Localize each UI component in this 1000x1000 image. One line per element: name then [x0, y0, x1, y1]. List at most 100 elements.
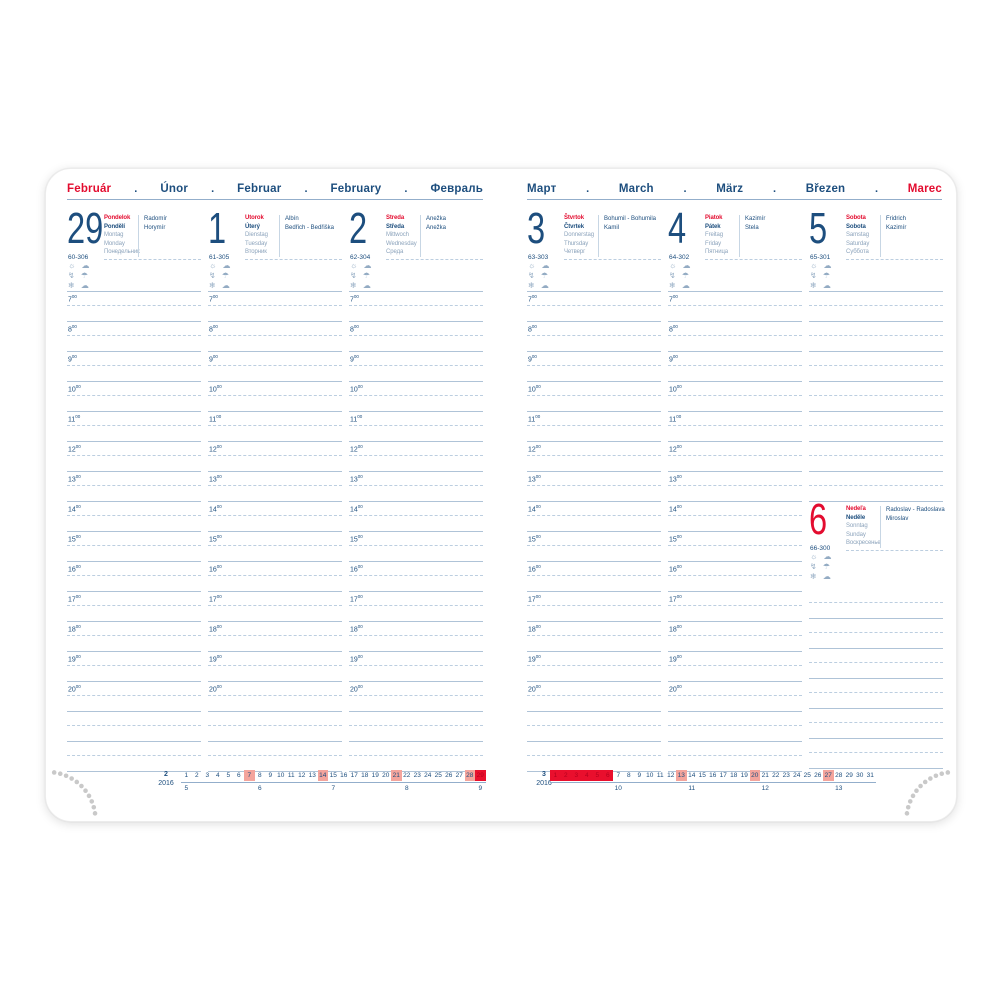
vertical-divider	[880, 506, 881, 548]
nameday: Kamil	[604, 225, 620, 231]
half-hour-rule	[349, 305, 483, 306]
planner-page-left: Február. Únor. Februar. February. Февраль 29…	[67, 169, 486, 821]
half-hour-rule	[67, 365, 201, 366]
hour-row: 1200	[349, 442, 483, 472]
half-hour-rule	[208, 575, 342, 576]
nameday: Fridrich	[886, 216, 907, 222]
weather-icons: ☼ ☁ ↯ ☂ ❄ ☁	[68, 261, 92, 291]
calendar-day: 25	[803, 772, 811, 779]
hour-row: 1800	[527, 622, 661, 652]
nameday: Radoslav - Radoslava	[886, 507, 945, 513]
hour-row: 2000	[208, 682, 342, 712]
writing-row	[809, 442, 943, 472]
planner-page-right: Март. March. März. Březen. Marec 3 63-303 Štvr…	[527, 169, 945, 821]
hour-row: 1100	[67, 412, 201, 442]
calendar-month-label: 3 2016	[529, 770, 559, 788]
calendar-day: 14	[688, 772, 696, 779]
half-hour-rule	[809, 395, 943, 396]
calendar-day: 28	[835, 772, 843, 779]
hour-row: 1800	[208, 622, 342, 652]
hour-row: 1300	[668, 472, 802, 502]
nameday: Bedřich - Bedřiška	[285, 225, 335, 231]
day-name: Piatok	[705, 215, 723, 221]
calendar-day: 2	[194, 772, 199, 779]
vertical-divider	[739, 215, 740, 257]
calendar-day: 18	[730, 772, 738, 779]
day-name: Friday	[705, 240, 722, 247]
hour-label: 1200	[669, 444, 682, 454]
lightning-and-rain-cloud-icons: ↯ ☂	[209, 271, 232, 280]
half-hour-rule	[527, 425, 661, 426]
hour-label: 900	[669, 354, 678, 364]
half-hour-rule	[349, 545, 483, 546]
hour-row: 1000	[668, 382, 802, 412]
vertical-divider	[279, 215, 280, 257]
half-hour-rule	[208, 545, 342, 546]
hour-label: 1500	[68, 534, 81, 544]
week-number: 11	[688, 785, 696, 792]
month-name: Februar	[237, 183, 282, 195]
day-name: Streda	[386, 215, 405, 221]
writing-row	[809, 322, 943, 352]
day-name-list: Sobota Sobota Samstag Saturday Суббота	[846, 214, 879, 257]
half-hour-rule	[208, 695, 342, 696]
snowflake-and-wind-cloud-icons: ❄ ☁	[669, 281, 692, 290]
day-header: 4 64-302 Piatok Pátek Freitag Friday Пятница Ka…	[668, 207, 802, 291]
day-number: 1	[208, 204, 227, 253]
half-hour-rule	[67, 395, 201, 396]
day-header: 6 66-300 Nedeľa Neděle Sonntag Sunday Воскресе…	[809, 498, 945, 589]
week-number: 10	[614, 785, 622, 792]
month-header: Март. March. März. Březen. Marec	[527, 183, 942, 200]
half-hour-rule	[349, 485, 483, 486]
hour-row: 1800	[349, 622, 483, 652]
hour-row: 1000	[349, 382, 483, 412]
hour-row: 1000	[208, 382, 342, 412]
schedule-rows: 700 800 900 1000 1100 1200 1300 1400 1500 1600 170…	[668, 291, 802, 772]
day-header: 5 65-301 Sobota Sobota Samstag Saturday Суббот…	[809, 207, 943, 291]
calendar-day: 23	[413, 772, 421, 779]
writing-row	[67, 712, 201, 742]
day-name: Воскресенье	[846, 540, 881, 547]
half-hour-rule	[527, 395, 661, 396]
hour-row: 1500	[208, 532, 342, 562]
hour-row: 1800	[668, 622, 802, 652]
day-name: Montag	[104, 232, 124, 239]
half-hour-rule	[208, 755, 342, 756]
nameday-list: Kazimír Stela	[745, 215, 802, 233]
calendar-month: 3	[542, 771, 546, 778]
half-hour-rule	[527, 305, 661, 306]
hour-row: 1900	[527, 652, 661, 682]
hour-label: 700	[68, 294, 77, 304]
half-hour-rule	[809, 455, 943, 456]
half-hour-rule	[668, 335, 802, 336]
snowflake-and-wind-cloud-icons: ❄ ☁	[209, 281, 232, 290]
calendar-week-numbers: 10 11 12 13	[550, 785, 876, 795]
writing-row	[349, 742, 483, 772]
half-hour-rule	[527, 335, 661, 336]
half-hour-rule	[67, 635, 201, 636]
hour-label: 1200	[68, 444, 81, 454]
hour-label: 2000	[209, 684, 222, 694]
half-hour-rule	[527, 635, 661, 636]
nameday: Bohumil - Bohumila	[604, 216, 657, 222]
hour-row: 1400	[527, 502, 661, 532]
dashed-rule	[564, 259, 661, 260]
half-hour-rule	[668, 485, 802, 486]
hour-row: 900	[67, 352, 201, 382]
writing-row	[527, 742, 661, 772]
half-hour-rule	[527, 545, 661, 546]
hour-row: 1200	[668, 442, 802, 472]
nameday-list: Radomír Horymír	[144, 215, 201, 233]
day-name: Utorok	[245, 215, 264, 221]
calendar-day: 11	[287, 772, 295, 779]
writing-row	[208, 712, 342, 742]
sun-and-sun-behind-cloud-icons: ☼ ☁	[209, 261, 233, 270]
day-columns: 29 60-306 Pondelok Pondělí Montag Monday Понед…	[67, 204, 483, 772]
dashed-rule	[386, 259, 483, 260]
hour-label: 900	[209, 354, 218, 364]
separator-dot: .	[404, 183, 408, 195]
day-name: Saturday	[846, 240, 870, 247]
day-number: 3	[527, 204, 546, 253]
calendar-days-row: 1 2 3 4 5 6 7 8 9 10 11 12 13 14 15 16 17 18 19 20 21 22 23 24 2…	[550, 770, 876, 783]
calendar-day: 12	[298, 772, 306, 779]
